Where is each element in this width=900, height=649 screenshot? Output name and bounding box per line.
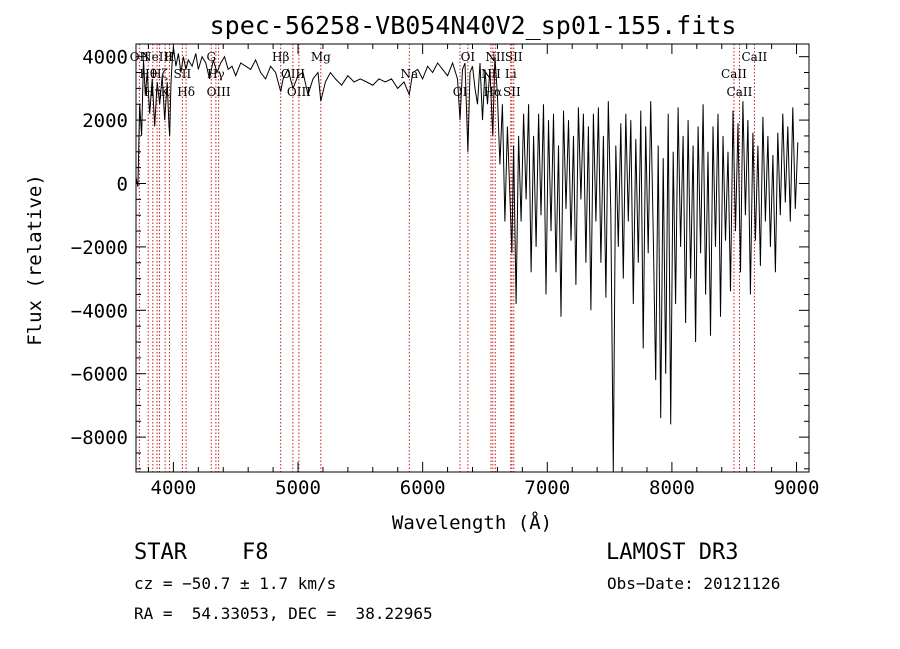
survey-name: LAMOST DR3 [606,540,739,565]
emission-line-label: CaII [727,85,753,99]
chart-title: spec-56258-VB054N40V2_sp01-155.fits [210,11,737,40]
emission-line-label: Na [400,67,418,81]
y-axis-label: Flux (relative) [24,174,46,346]
emission-line-label: NeIII [141,50,173,64]
y-tick-label: 0 [117,173,128,195]
x-tick-label: 9000 [774,477,820,499]
emission-line-label: SII [505,50,523,64]
emission-line-label: SII [503,85,521,99]
y-tick-label: 2000 [82,110,128,132]
x-axis: 4000 5000 6000 7000 8000 9000 [147,44,820,499]
emission-line-label: Mg [311,50,331,64]
emission-line-label: NII [481,67,501,81]
y-tick-label: −8000 [71,427,128,449]
y-tick-label: −6000 [71,364,128,386]
emission-line-label: Hζ [151,67,168,81]
emission-line-label: CaII [741,50,767,64]
emission-line-labels: OIIHθHηNeIIIHζKHSIIHδGHγOIIIHβOIIIOIIIMg… [130,50,768,99]
emission-line-label: OIII [207,85,231,99]
x-tick-label: 7000 [524,477,570,499]
x-tick-label: 6000 [400,477,446,499]
y-tick-label: −2000 [71,237,128,259]
x-tick-label: 5000 [275,477,321,499]
emission-line-label: H [164,50,174,64]
emission-line-label: Li [505,67,517,81]
observation-date: Obs−Date: 20121126 [607,574,781,593]
spectrum-series [135,47,799,473]
emission-line-label: Hδ [177,85,195,99]
redshift-cz: cz = −50.7 ± 1.7 km/s [134,574,337,593]
x-tick-label: 8000 [649,477,695,499]
emission-line-label: OI [461,50,476,64]
emission-line-label: CaII [721,67,747,81]
spectrum-line [135,47,799,473]
object-subclass: F8 [242,540,269,565]
emission-line-label: NII [485,50,505,64]
emission-line-label: SII [174,67,192,81]
object-class: STAR [134,540,187,565]
emission-line-label: G [206,50,216,64]
y-tick-label: 4000 [82,47,128,69]
coordinates: RA = 54.33053, DEC = 38.22965 [134,604,433,623]
y-axis: 4000 2000 0 −2000 −4000 −6000 −8000 [71,47,809,470]
emission-line-label: OI [453,85,468,99]
emission-line-markers [138,44,755,472]
plot-frame [135,43,810,473]
emission-line-label: Hβ [272,50,289,64]
x-tick-label: 4000 [151,477,197,499]
y-tick-label: −4000 [71,300,128,322]
emission-line-label: K [161,85,171,99]
x-axis-label: Wavelength (Å) [392,511,552,534]
